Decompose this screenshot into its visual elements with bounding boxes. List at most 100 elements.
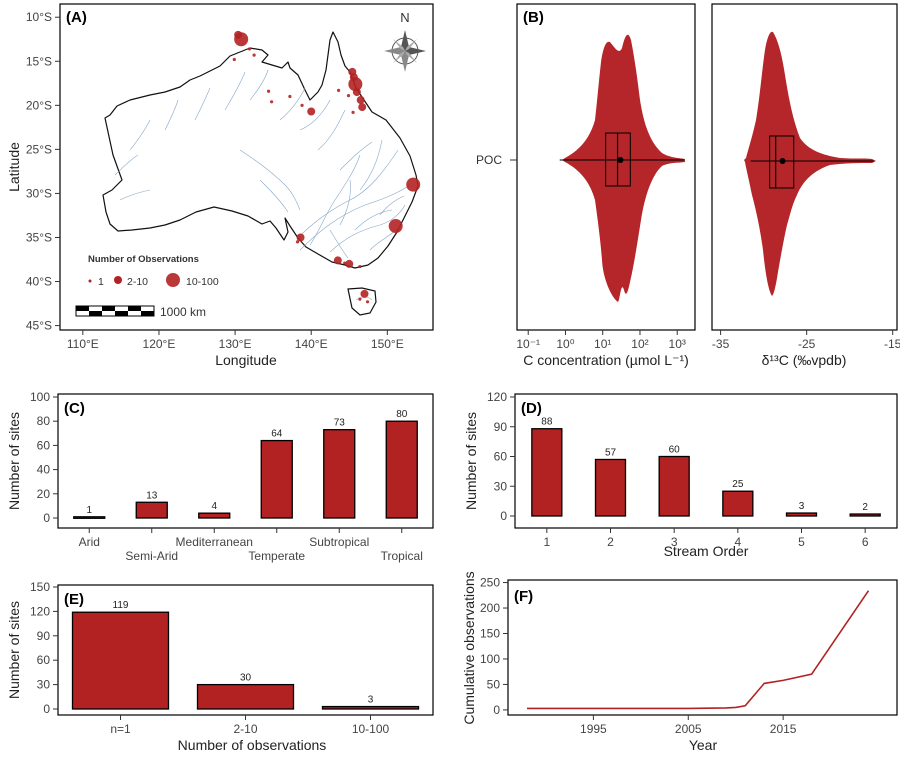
x-tick-label: 2	[607, 535, 614, 549]
observation-point	[388, 219, 403, 234]
panel-f-x-title: Year	[689, 737, 718, 753]
y-tick-label: 60	[37, 438, 51, 452]
bar-value-label: 30	[240, 673, 252, 684]
b1-x-tick-label: 10³	[669, 337, 686, 351]
panel-a-y-title: Latitude	[6, 142, 22, 192]
panel-c-label: (C)	[64, 400, 85, 417]
x-tick-label: 5	[798, 535, 805, 549]
a-x-tick-label: 150°E	[371, 337, 404, 351]
y-tick-label: 0	[493, 703, 500, 717]
australia-landmass	[102, 31, 419, 269]
observation-point	[266, 89, 271, 93]
iqr-box	[769, 135, 795, 189]
a-x-tick-label: 130°E	[219, 337, 252, 351]
bar-value-label: 88	[541, 417, 553, 428]
bar-value-label: 3	[799, 501, 805, 512]
panel-b2-x-title: δ¹³C (‰vpdb)	[762, 352, 847, 368]
a-x-tick-label: 110°E	[67, 337, 99, 351]
bar	[785, 512, 818, 517]
b1-x-tick-label: 10⁻¹	[516, 337, 540, 351]
a-x-tick-label: 140°E	[295, 337, 328, 351]
x-tick-label: 3	[671, 535, 678, 549]
scale-bar-label: 1000 km	[160, 305, 206, 319]
a-y-tick-label: 30°S	[26, 186, 52, 200]
panel-d-plot: 0 30 60 90 120 88 1 57 2 60 3 25 4 3 5 2 6	[487, 390, 881, 549]
panel-d-y-title: Number of sites	[463, 412, 479, 510]
panel-d-stream-order-bars: (D) 0 30 60 90 120 88 1 57 2 60 3 25 4 3 5 2 6 Stream Or…	[463, 390, 898, 559]
y-tick-label: 200	[480, 601, 500, 615]
x-tick-label: 2015	[770, 722, 797, 736]
observation-point	[300, 103, 304, 107]
bar	[135, 501, 168, 519]
bar	[321, 705, 420, 710]
panel-f-frame	[507, 579, 898, 716]
x-tick-label: 1995	[580, 722, 607, 736]
cumulative-line	[527, 590, 870, 710]
x-tick-label: Temperate	[248, 549, 305, 563]
legend-marker-10-100	[166, 273, 180, 287]
bar-value-label: 60	[669, 445, 681, 456]
b2-x-tick-label: -35	[712, 337, 730, 351]
bar-value-label: 73	[334, 418, 346, 429]
legend-marker-2-10	[114, 276, 122, 284]
river-network	[114, 69, 411, 301]
a-y-tick-label: 20°S	[26, 98, 52, 112]
panel-a-points	[232, 30, 421, 304]
bar-value-label: 2	[862, 502, 868, 513]
legend-label-2-10: 2-10	[127, 276, 148, 288]
panel-c-plot: 0 20 40 60 80 100 1 Arid 13 Semi-Arid 4 Mediterrane…	[30, 390, 423, 563]
observation-point	[232, 57, 236, 62]
a-y-tick-label: 25°S	[26, 142, 52, 156]
x-tick-label: 1	[543, 535, 550, 549]
bar	[71, 611, 170, 710]
panel-d-x-title: Stream Order	[664, 543, 749, 559]
b2-x-tick-label: -15	[884, 337, 900, 351]
y-tick-label: 80	[37, 414, 51, 428]
panel-c-frame	[57, 393, 434, 529]
panel-d-label: (D)	[521, 400, 542, 417]
panel-c-climate-bars: (C) 0 20 40 60 80 100 1 Arid 13 Semi-Arid 4 Mediter…	[6, 390, 434, 563]
panel-e-y-title: Number of sites	[6, 601, 22, 699]
y-tick-label: 90	[37, 629, 51, 643]
bar	[531, 428, 563, 517]
x-tick-label: Arid	[79, 535, 100, 549]
y-tick-label: 30	[494, 479, 508, 493]
y-tick-label: 100	[480, 652, 500, 666]
legend-label-1: 1	[98, 276, 104, 288]
panel-a-map: (A)	[6, 3, 434, 368]
observation-point	[295, 240, 300, 244]
b1-x-tick-label: 10⁰	[556, 337, 574, 351]
b1-x-tick-label: 10²	[631, 337, 648, 351]
violin-c-concentration	[562, 34, 685, 303]
a-y-tick-label: 35°S	[26, 230, 52, 244]
y-tick-label: 50	[487, 677, 501, 691]
y-tick-label: 100	[30, 390, 50, 404]
a-y-tick-label: 15°S	[26, 54, 52, 68]
observation-point	[358, 264, 362, 269]
observation-point	[333, 256, 342, 265]
poc-category-label: POC	[476, 153, 502, 167]
x-tick-label: Mediterranean	[176, 535, 253, 549]
observation-point	[348, 77, 363, 92]
panel-e-x-title: Number of observations	[178, 737, 327, 753]
a-y-tick-label: 40°S	[26, 275, 52, 289]
observation-point	[234, 30, 243, 39]
bar-value-label: 13	[146, 490, 158, 501]
bar-value-label: 25	[732, 479, 744, 490]
y-tick-label: 0	[500, 509, 507, 523]
x-tick-label: Semi-Arid	[125, 549, 178, 563]
observation-point	[247, 47, 252, 51]
tasmania-landmass	[347, 287, 377, 316]
violin-d13c	[744, 31, 876, 296]
observation-point	[365, 300, 370, 304]
bar-value-label: 57	[605, 447, 617, 458]
y-tick-label: 30	[37, 678, 51, 692]
panel-e-label: (E)	[64, 591, 84, 608]
panel-b1-x-axis: 10⁻¹ 10⁰ 10¹ 10² 10³	[516, 330, 686, 351]
bar-value-label: 3	[368, 695, 374, 706]
legend-label-10-100: 10-100	[186, 276, 219, 288]
observation-point	[351, 110, 355, 114]
panel-f-label: (F)	[514, 588, 533, 605]
y-tick-label: 60	[494, 450, 508, 464]
